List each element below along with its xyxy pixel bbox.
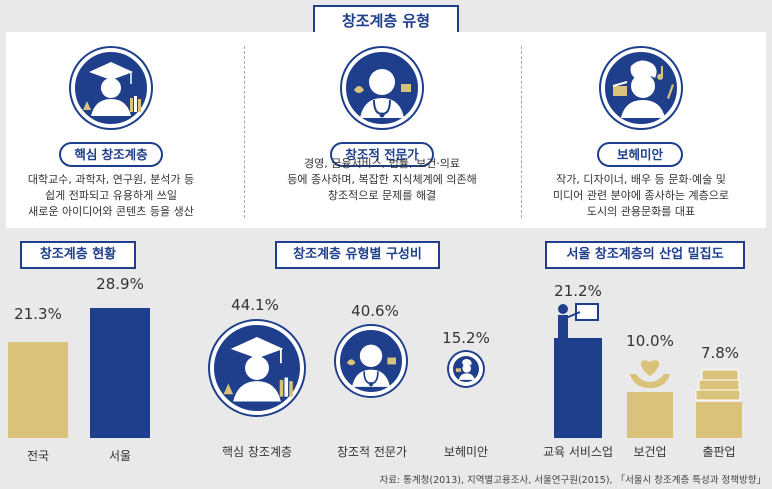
value-label: 10.0% <box>626 332 674 350</box>
type-label-professional: 창조적 전문가 <box>330 142 434 167</box>
value-label: 28.9% <box>96 275 144 293</box>
bar <box>8 342 68 438</box>
value-label: 40.6% <box>351 302 399 320</box>
scholar-icon <box>71 48 151 128</box>
value-label: 21.2% <box>554 282 602 300</box>
value-label: 15.2% <box>442 329 490 347</box>
type-description-bohemian: 작가, 디자이너, 배우 등 문화·예술 및 미디어 관련 분야에 종사하는 계… <box>553 173 729 218</box>
category-label: 핵심 창조계층 <box>221 445 293 459</box>
category-label: 보건업 <box>633 445 667 459</box>
type-divider <box>521 46 522 218</box>
type-description-professional: 경영, 금융서비스, 법률, 보건·의료 등에 종사하며, 복잡한 지식체계에 … <box>287 157 477 202</box>
type-divider <box>244 46 245 218</box>
category-label: 창조적 전문가 <box>336 445 408 459</box>
category-label: 출판업 <box>702 445 736 459</box>
source-note: 자료: 통계청(2013), 지역별고용조사, 서울연구원(2015), 「서울… <box>379 475 766 486</box>
chart-title-status: 창조계층 현황 <box>20 241 136 269</box>
doctor-icon <box>342 48 422 128</box>
heart-hands-icon <box>628 352 672 392</box>
type-description-core: 대학교수, 과학자, 연구원, 분석가 등 쉽게 전파되고 유용하게 쓰일 새로… <box>27 173 195 218</box>
chart-title-composition: 창조계층 유형별 구성비 <box>275 241 440 269</box>
value-label: 44.1% <box>231 296 279 314</box>
value-label: 7.8% <box>700 344 740 362</box>
category-label: 보헤미안 <box>443 445 489 459</box>
teacher-icon <box>554 300 602 338</box>
value-label: 21.3% <box>14 305 62 323</box>
books-icon <box>694 368 742 402</box>
type-label-core: 핵심 창조계층 <box>59 142 163 167</box>
bubble-bohemian-artist-icon <box>449 352 483 386</box>
bar <box>627 392 673 438</box>
artist-icon <box>601 48 681 128</box>
bar <box>554 338 602 438</box>
bubble-professional-doctor-icon <box>336 326 406 396</box>
type-label-bohemian: 보헤미안 <box>597 142 683 167</box>
bubble-core-scholar-icon <box>210 321 304 415</box>
bar <box>696 402 742 438</box>
category-label: 서울 <box>108 449 132 463</box>
chart-title-industry: 서울 창조계층의 산업 밀집도 <box>545 241 745 269</box>
category-label: 교육 서비스업 <box>542 445 614 459</box>
bar <box>90 307 150 438</box>
category-label: 전국 <box>26 449 50 463</box>
